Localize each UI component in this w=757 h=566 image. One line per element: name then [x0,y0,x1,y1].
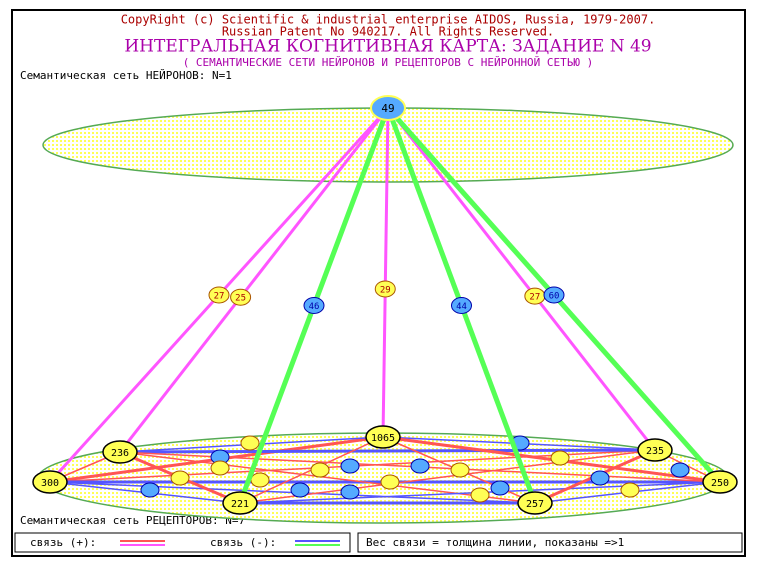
neuron-node [370,95,406,121]
small-node [170,470,190,486]
receptor-node [222,491,258,515]
link-weight: 60 [549,292,560,302]
small-node [590,470,610,486]
legend-box [357,532,743,553]
link-weight: 27 [214,292,225,302]
weight-badge [303,297,325,314]
small-node [140,482,160,498]
receptor-label: 235 [646,446,664,457]
neuron-link [381,107,390,438]
neuron-link [118,107,390,453]
receptor-label: 1065 [371,433,395,444]
receptor-label: 257 [526,499,544,510]
neuron-link [386,107,657,451]
small-node [210,460,230,476]
legend-box [14,532,351,553]
small-node [450,462,470,478]
small-node [250,472,270,488]
link-weight: 29 [380,285,391,295]
small-node [340,458,360,474]
link-weight: 27 [529,293,540,303]
receptor-link [119,448,656,454]
weight-badge [374,280,396,298]
legend-note: Вес связи = толщина линии, показаны =>1 [366,536,624,549]
receptor-node [102,440,138,464]
small-node [670,462,690,478]
receptor-label: 300 [41,478,59,489]
small-node [470,487,490,503]
receptor-label: 236 [111,448,129,459]
receptor-node [702,470,738,494]
small-node [380,474,400,490]
small-node [240,435,260,451]
receptor-node [517,491,553,515]
receptor-link [119,451,536,504]
receptor-label: 221 [231,499,249,510]
receptor-label: 250 [711,478,729,489]
receptor-net-label: Семантическая сеть РЕЦЕПТОРОВ: N=7 [20,514,245,527]
title: ИНТЕГРАЛЬНАЯ КОГНИТИВНАЯ КАРТА: ЗАДАНИЕ … [124,37,651,57]
receptor-link [239,449,656,504]
link-weight: 44 [456,302,467,312]
small-node [620,482,640,498]
weight-badge [451,297,472,314]
small-node [310,462,330,478]
weight-badge [543,286,565,304]
small-node [550,450,570,466]
network: 27 25 46 29 44 27 60 300 236 221 1065 257 235 250 49 [32,95,738,515]
link-weight: 25 [235,294,246,304]
small-node [490,480,510,496]
small-node [290,482,310,498]
receptor-node [637,438,673,462]
copyright: CopyRight (c) Scientific & industrial en… [121,13,656,27]
small-node [410,458,430,474]
legend-negative: связь (-): [210,536,276,549]
legend-positive: связь (+): [30,536,96,549]
neuron-net-label: Семантическая сеть НЕЙРОНОВ: N=1 [20,69,232,82]
link-weight: 46 [309,302,320,312]
weight-badge [208,286,230,304]
receptor-node [365,425,401,449]
subtitle: ( СЕМАНТИЧЕСКИЕ СЕТИ НЕЙРОНОВ И РЕЦЕПТОР… [183,56,594,69]
neuron-label: 49 [381,102,394,115]
weight-badge [230,288,252,306]
patent: Russian Patent No 940217. All Rights Res… [222,25,554,39]
small-node [340,484,360,500]
receptor-node [32,470,68,494]
